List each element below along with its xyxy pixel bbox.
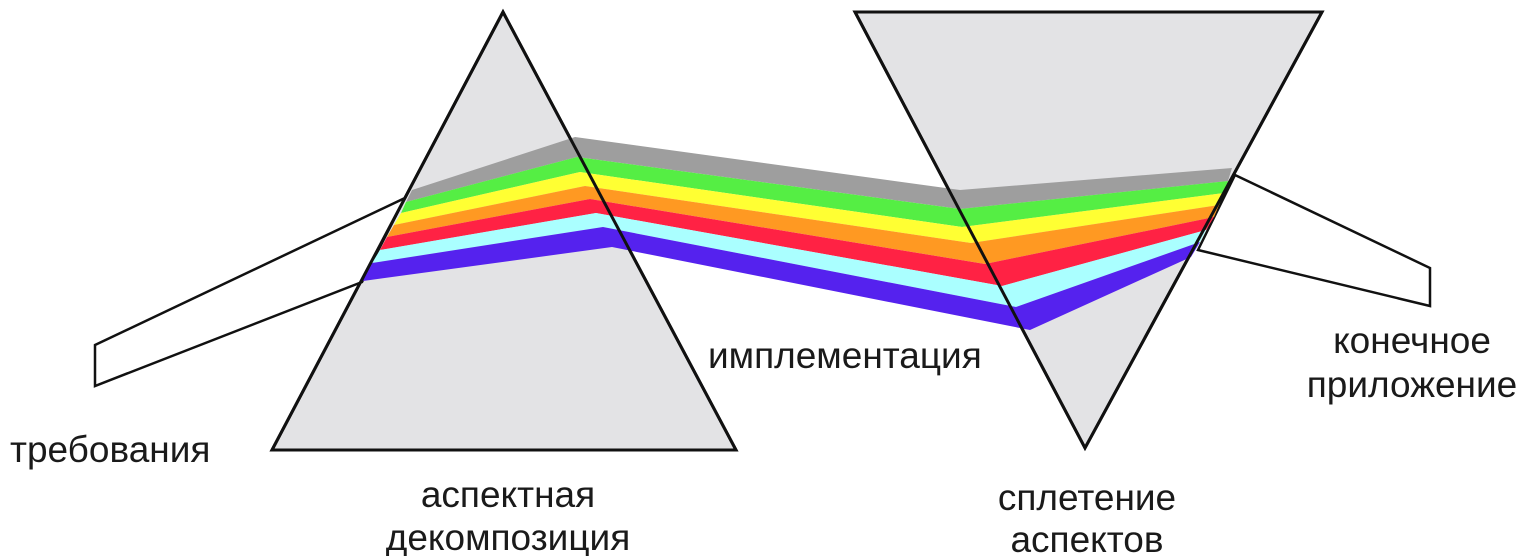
weaving-label-line2: аспектов — [1010, 519, 1163, 556]
band-cyan — [372, 213, 1206, 307]
band-red — [380, 199, 1214, 286]
weaving-label-line1: сплетение — [998, 477, 1176, 518]
band-blue — [363, 227, 1200, 330]
decomposition-label-line1: аспектная — [421, 474, 595, 515]
band-gray — [406, 137, 1232, 209]
requirements-label: требования — [10, 429, 210, 470]
final-application-label-line1: конечное — [1333, 320, 1491, 361]
band-green — [401, 157, 1228, 227]
band-yellow — [394, 172, 1224, 243]
decomposition-label-line2: декомпозиция — [386, 517, 631, 556]
final-application-label-line2: приложение — [1307, 364, 1517, 405]
implementation-label: имплементация — [708, 335, 982, 376]
final-application-beam — [1196, 173, 1432, 308]
band-orange — [387, 186, 1219, 264]
spectrum-beam — [363, 137, 1232, 330]
